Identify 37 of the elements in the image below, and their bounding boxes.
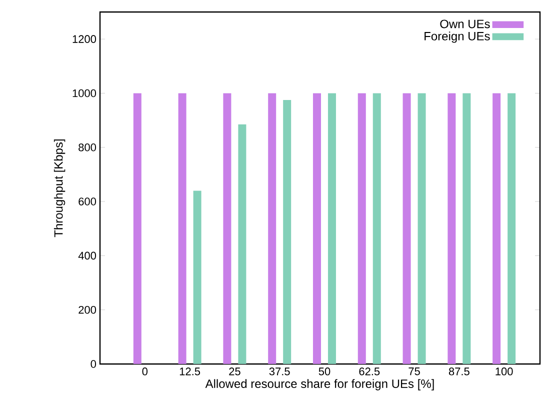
bar	[328, 93, 336, 364]
x-tick-label: 37.5	[269, 368, 290, 376]
y-tick-label: 0	[90, 360, 96, 368]
bar	[492, 93, 501, 364]
y-tick-label: 1000	[72, 89, 96, 98]
bar	[193, 190, 202, 364]
y-tick-label: 1200	[72, 35, 96, 43]
x-tick-label: 75	[408, 368, 420, 376]
x-axis-title: Allowed resource share for foreign UEs [%]	[205, 379, 434, 390]
bar	[508, 93, 516, 364]
x-tick-label: 62.5	[359, 368, 380, 376]
bar	[178, 93, 186, 364]
x-tick-label: 87.5	[448, 368, 470, 376]
y-tick-label: 600	[78, 198, 96, 206]
y-tick-label: 800	[78, 143, 96, 152]
y-tick-label: 400	[78, 252, 96, 260]
y-tick-label: 200	[78, 306, 96, 314]
bar	[448, 93, 456, 364]
x-tick-label: 0	[142, 368, 148, 376]
bar	[133, 93, 142, 364]
bar	[372, 93, 381, 364]
bar	[268, 93, 276, 364]
legend-label: Own UEs	[440, 20, 490, 28]
bar	[283, 100, 292, 364]
x-tick-label: 25	[229, 368, 240, 376]
bar	[402, 93, 411, 364]
bar	[238, 124, 246, 364]
bar	[358, 93, 366, 364]
bar	[312, 93, 321, 364]
bar	[223, 93, 232, 364]
bar	[462, 93, 471, 364]
y-axis-title: Throughput [Kbps]	[54, 140, 66, 238]
bar	[418, 93, 426, 364]
x-tick-label: 100	[496, 368, 513, 376]
x-tick-label: 50	[318, 368, 330, 376]
x-tick-label: 12.5	[180, 368, 200, 376]
legend-label: Foreign UEs	[424, 32, 490, 43]
